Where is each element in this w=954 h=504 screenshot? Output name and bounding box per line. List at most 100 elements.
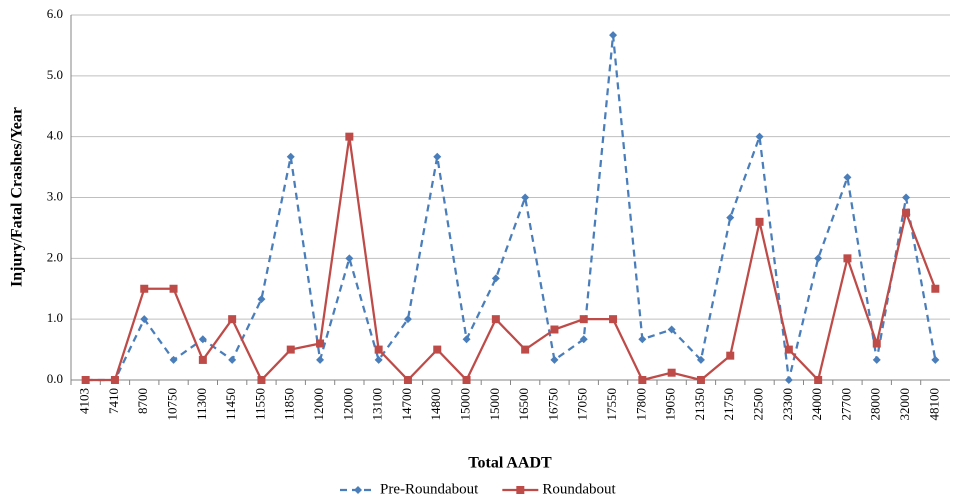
x-tick-label: 8700 — [135, 388, 150, 414]
x-tick-label: 28000 — [868, 388, 883, 421]
marker — [81, 376, 90, 384]
x-tick-label: 24000 — [809, 388, 824, 421]
marker — [579, 335, 588, 344]
x-tick-label: 17550 — [604, 388, 619, 421]
x-tick-label: 17800 — [633, 388, 648, 421]
marker — [667, 325, 676, 334]
x-tick-label: 19050 — [663, 388, 678, 421]
marker — [843, 254, 852, 263]
y-tick-label: 5.0 — [47, 67, 63, 82]
marker — [140, 284, 149, 293]
marker — [198, 355, 207, 364]
marker — [374, 355, 383, 364]
marker — [286, 345, 295, 354]
x-tick-label: 4103 — [77, 388, 92, 414]
marker — [169, 355, 178, 364]
marker — [491, 274, 500, 283]
marker — [286, 152, 295, 161]
marker — [462, 376, 471, 384]
marker — [872, 355, 881, 364]
marker — [374, 345, 383, 354]
x-tick-label: 12000 — [311, 388, 326, 421]
x-tick-label: 27700 — [838, 388, 853, 421]
x-axis-title: Total AADT — [468, 455, 552, 472]
x-tick-label: 14700 — [399, 388, 414, 421]
marker — [521, 193, 530, 202]
y-tick-label: 1.0 — [47, 310, 63, 325]
x-tick-label: 13100 — [370, 388, 385, 421]
x-tick-label: 15000 — [487, 388, 502, 421]
marker — [784, 376, 793, 384]
x-tick-label: 11850 — [282, 388, 297, 420]
marker — [257, 295, 266, 304]
series-line — [85, 34, 937, 382]
y-tick-label: 2.0 — [47, 249, 63, 264]
x-tick-label: 17050 — [575, 388, 590, 421]
marker — [638, 335, 647, 344]
marker — [814, 376, 823, 384]
marker — [638, 376, 647, 384]
marker — [110, 376, 119, 384]
marker — [550, 355, 559, 364]
marker — [433, 152, 442, 161]
marker — [843, 173, 852, 182]
x-tick-label: 21750 — [721, 388, 736, 421]
marker — [814, 254, 823, 263]
x-tick-label: 15000 — [458, 388, 473, 421]
marker — [755, 132, 764, 141]
marker — [198, 335, 207, 344]
marker — [726, 213, 735, 222]
marker — [667, 368, 676, 377]
x-tick-label: 48100 — [926, 388, 941, 421]
marker — [696, 376, 705, 384]
x-tick-label: 16750 — [545, 388, 560, 421]
marker — [609, 315, 618, 324]
marker — [345, 254, 354, 263]
x-tick-label: 16500 — [516, 388, 531, 421]
marker — [872, 339, 881, 348]
x-tick-label: 21350 — [692, 388, 707, 421]
series-line — [85, 136, 937, 383]
marker — [433, 345, 442, 354]
marker — [403, 315, 412, 324]
marker — [726, 351, 735, 360]
x-tick-label: 11550 — [252, 388, 267, 420]
marker — [257, 376, 266, 384]
x-tick-label: 32000 — [897, 388, 912, 421]
x-tick-label: 11450 — [223, 388, 238, 420]
x-tick-label: 23300 — [780, 388, 795, 421]
marker — [902, 193, 911, 202]
legend-marker — [516, 486, 525, 494]
marker — [931, 355, 940, 364]
marker — [316, 355, 325, 364]
marker — [345, 132, 354, 141]
x-tick-label: 10750 — [165, 388, 180, 421]
x-tick-label: 11300 — [194, 388, 209, 420]
marker — [228, 315, 237, 324]
marker — [550, 325, 559, 334]
legend-label: Pre-Roundabout — [380, 481, 479, 497]
y-tick-label: 3.0 — [47, 188, 63, 203]
marker — [228, 355, 237, 364]
marker — [169, 284, 178, 293]
x-tick-label: 12000 — [340, 388, 355, 421]
x-tick-label: 22500 — [751, 388, 766, 421]
marker — [140, 315, 149, 324]
marker — [521, 345, 530, 354]
marker — [931, 284, 940, 293]
legend-label: Roundabout — [542, 481, 616, 497]
marker — [902, 208, 911, 217]
marker — [696, 355, 705, 364]
y-tick-label: 0.0 — [47, 371, 63, 386]
x-tick-label: 14800 — [428, 388, 443, 421]
marker — [316, 339, 325, 348]
y-tick-label: 6.0 — [47, 6, 63, 21]
marker — [491, 315, 500, 324]
marker — [609, 31, 618, 40]
x-tick-label: 7410 — [106, 388, 121, 414]
marker — [784, 345, 793, 354]
marker — [755, 217, 764, 226]
marker — [462, 335, 471, 344]
